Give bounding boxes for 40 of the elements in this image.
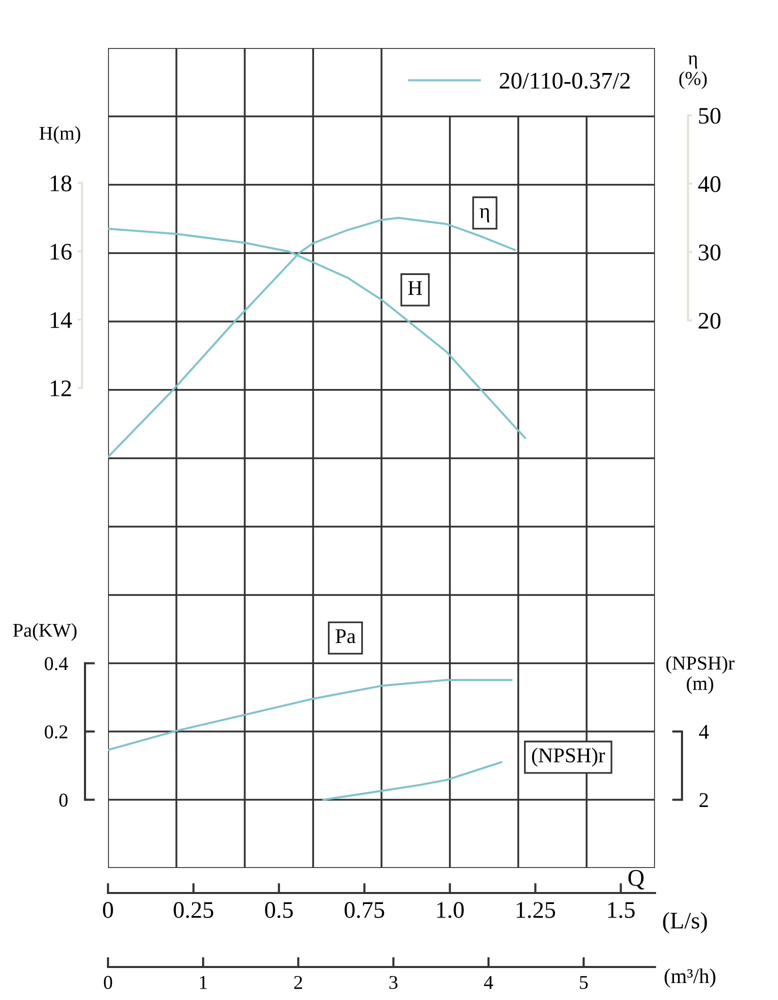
y2-tick-label: 30 — [698, 244, 720, 260]
y2-tick-label: 50 — [699, 108, 720, 124]
y-tick-label: 16 — [50, 244, 72, 260]
x2-tick-label: 4 — [484, 976, 494, 989]
series-label: (NPSH)r — [532, 748, 606, 767]
x-tick-label: 0.5 — [265, 902, 293, 918]
y2-axis-title: (NPSH)r (m) — [666, 656, 734, 694]
text: Pa — [336, 629, 356, 644]
y2-tick-label: 20 — [698, 312, 720, 329]
y-tick-label: 12 — [50, 380, 71, 396]
line-series — [108, 678, 512, 751]
x-tick-label: 0.75 — [344, 902, 384, 918]
text: Q — [628, 870, 644, 890]
y2-tick-label: 2 — [700, 793, 708, 807]
x-axis-title: (L/s) — [663, 912, 707, 934]
y2-axis-title: η (%) — [679, 55, 707, 89]
x-tick-label: 1.25 — [516, 902, 556, 918]
x2-tick-label: 2 — [294, 976, 302, 989]
y-axis-title: Pa(KW) — [13, 623, 77, 641]
y-tick-label: 0.2 — [44, 725, 68, 739]
y2-tick-label: 4 — [699, 725, 709, 739]
x2-tick-label: 0 — [104, 976, 112, 990]
y-axis-title: H(m) — [40, 126, 80, 144]
series-label: η — [480, 208, 490, 222]
y-tick-label: 0 — [59, 794, 68, 807]
x2-tick-label: 1 — [200, 976, 207, 989]
x2-tick-label: 5 — [580, 976, 588, 990]
x2-tick-label: 3 — [389, 976, 398, 990]
x2-axis-title: (m³/h) — [664, 968, 716, 988]
y-tick-label: 18 — [50, 175, 72, 192]
series-label: H — [408, 281, 422, 295]
y-tick-label: 14 — [50, 312, 72, 328]
legend-title: 20/110-0.37/2 — [500, 72, 630, 89]
line-series — [322, 761, 502, 801]
x-tick-label: 1.0 — [437, 902, 464, 918]
x-tick-label: 0.25 — [174, 902, 214, 918]
y2-tick-label: 40 — [698, 176, 720, 192]
x-tick-label: 0 — [102, 902, 114, 918]
y-tick-label: 0.4 — [44, 657, 68, 670]
x-tick-label: 1.5 — [608, 902, 635, 918]
